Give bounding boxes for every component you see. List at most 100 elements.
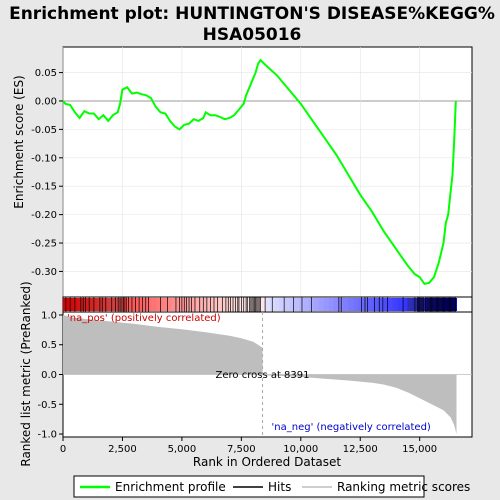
metric-y-tick-label: 0.5 [41,340,57,351]
colorbar-segment [377,298,384,311]
colorbar-segment [313,298,320,311]
colorbar-segment [289,298,295,311]
es-y-tick-label: -0.30 [31,267,57,278]
es-y-tick-label: 0.00 [35,96,57,107]
colorbar-segment [249,298,256,311]
metric-y-tick-label: -0.5 [37,400,57,411]
x-tick-label: 15,000 [402,444,437,455]
colorbar-segment [92,298,98,311]
colorbar-segment [397,298,403,311]
colorbar-segment [407,298,413,311]
colorbar-segment [176,298,182,311]
x-tick-label: 0 [60,444,66,455]
chart-title-line1: Enrichment plot: HUNTINGTON'S DISEASE%KE… [9,4,495,24]
colorbar-segment [141,298,148,311]
colorbar-segment [87,298,93,311]
x-tick-label: 12,500 [343,444,378,455]
colorbar-segment [185,298,192,311]
colorbar-segment [102,298,108,311]
colorbar-segment [343,298,349,311]
colorbar-segment [240,298,246,311]
colorbar-segment [372,298,379,311]
colorbar-segment [304,298,310,311]
es-y-tick-label: -0.10 [31,153,57,164]
x-tick-label: 2,500 [108,444,137,455]
colorbar-segment [328,298,334,311]
colorbar-segment [112,298,118,311]
colorbar-segment [161,298,167,311]
colorbar-segment [151,298,157,311]
colorbar-segment [363,298,369,311]
colorbar-segment [392,298,398,311]
colorbar-segment [382,298,389,311]
colorbar-segment [67,298,74,311]
colorbar-segment [318,298,325,311]
colorbar-segment [323,298,330,311]
x-tick-label: 5,000 [168,444,197,455]
colorbar-segment [146,298,152,311]
colorbar-segment [436,298,443,311]
colorbar-segment [195,298,202,311]
colorbar-segment [284,298,290,311]
colorbar-segment [387,298,393,311]
positive-correlation-label: 'na_pos' (positively correlated) [67,313,221,324]
metric-y-tick-label: -1.0 [37,430,57,441]
es-y-tick-label: -0.05 [31,125,57,136]
gene-hits [65,297,456,312]
colorbar-segment [358,298,364,311]
zero-cross-label: Zero cross at 8391 [216,370,310,381]
colorbar-segment [274,298,280,311]
x-axis: 0 2,500 5,000 7,500 10,000 12,500 15,000 [60,437,437,455]
colorbar-segment [431,298,438,311]
colorbar-segment [427,298,433,311]
metric-y-tick-label: 0.0 [41,370,57,381]
colorbar-segment [181,298,187,311]
colorbar-segment [126,298,133,311]
metric-y-axis-label: Ranked list metric (PreRanked) [19,281,33,466]
legend-hits: Hits [268,480,291,494]
colorbar-segment [333,298,339,311]
colorbar-segment [215,298,221,311]
es-y-axis-label: Enrichment score (ES) [12,75,26,208]
colorbar-segment [77,298,84,311]
colorbar-segment [245,298,251,311]
colorbar-segment [205,298,211,311]
es-y-tick-label: 0.05 [35,68,57,79]
colorbar-segment [72,298,79,311]
es-y-axis: 0.05 0.00 -0.05 -0.10 -0.15 -0.20 -0.25 -0.30 [31,68,63,278]
colorbar-segment [348,298,354,311]
colorbar-segment [156,298,162,311]
colorbar-segment [254,298,261,311]
colorbar-segment [220,298,226,311]
negative-correlation-label: 'na_neg' (negatively correlated) [272,422,431,433]
colorbar-segment [166,298,172,311]
x-tick-label: 10,000 [283,444,318,455]
colorbar-segment [136,298,143,311]
x-axis-label: Rank in Ordered Dataset [193,455,341,469]
legend-enrichment-profile: Enrichment profile [115,480,226,494]
colorbar-segment [294,298,300,311]
colorbar-segment [279,298,285,311]
colorbar-segment [422,298,428,311]
es-gridlines [62,47,472,297]
es-y-tick-label: -0.25 [31,239,57,250]
colorbar-segment [264,298,271,311]
x-tick-label: 7,500 [227,444,256,455]
colorbar-segment [171,298,177,311]
es-y-tick-label: -0.15 [31,182,57,193]
es-y-tick-label: -0.20 [31,210,57,221]
colorbar-segment [210,298,216,311]
colorbar-segment [402,298,408,311]
legend-ranking-metric: Ranking metric scores [337,480,470,494]
colorbar-segment [353,298,359,311]
colorbar-segment [190,298,197,311]
enrichment-profile-line [62,58,457,286]
chart-title-line2: HSA05016 [203,25,302,45]
colorbar-segment [107,298,113,311]
es-plot-frame [62,46,473,298]
colorbar-segment [131,298,138,311]
metric-y-axis: 1.0 0.5 0.0 -0.5 -1.0 [37,310,63,441]
colorbar-segment [367,298,374,311]
metric-y-tick-label: 1.0 [41,310,57,321]
